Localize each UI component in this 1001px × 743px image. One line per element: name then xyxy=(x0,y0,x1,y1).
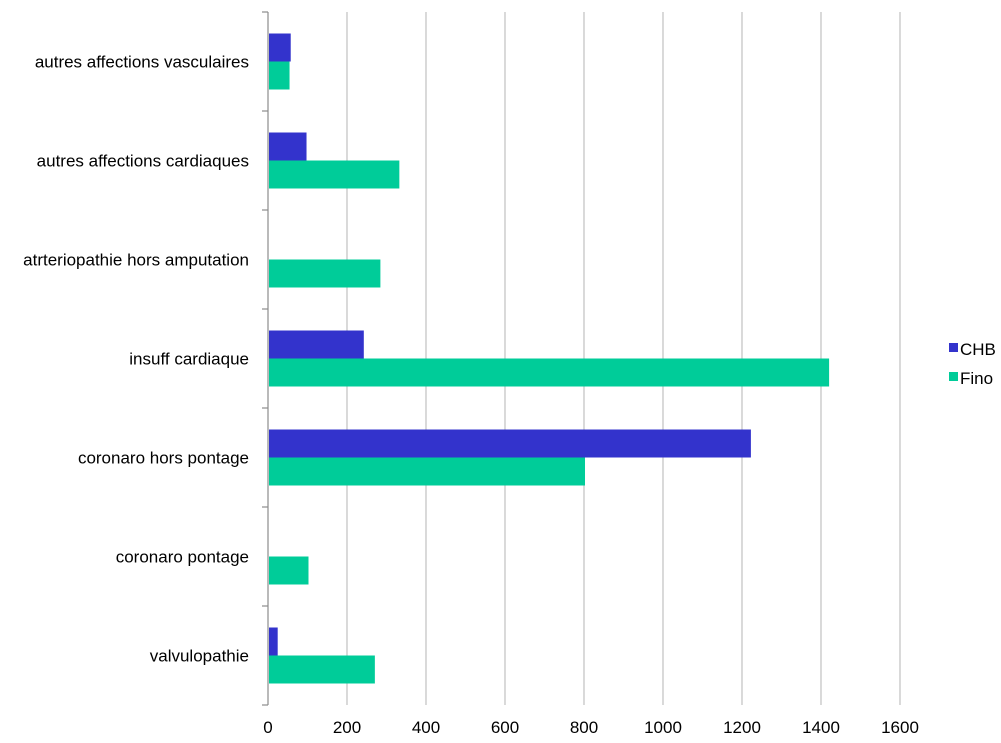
x-tick-labels: 0 200 400 600 800 1000 1200 1400 1600 xyxy=(263,718,919,737)
bar-fino xyxy=(269,160,400,189)
bar-fino xyxy=(269,457,585,486)
axes xyxy=(262,11,269,706)
legend-label-chb: CHB xyxy=(960,340,996,359)
x-tick-label: 800 xyxy=(570,718,598,737)
category-label: valvulopathie xyxy=(150,647,249,666)
category-label: coronaro hors pontage xyxy=(78,449,249,468)
category-label: coronaro pontage xyxy=(116,548,249,567)
bars xyxy=(269,33,830,684)
x-tick-label: 1600 xyxy=(881,718,919,737)
legend-label-fino: Fino xyxy=(960,369,993,388)
bar-chb xyxy=(269,429,751,458)
bar-chb xyxy=(269,627,278,656)
category-label: atrteriopathie hors amputation xyxy=(23,251,249,270)
legend-swatch-chb xyxy=(949,343,958,352)
x-tick-label: 200 xyxy=(333,718,361,737)
x-tick-label: 400 xyxy=(412,718,440,737)
bar-chb xyxy=(269,132,307,161)
bar-fino xyxy=(269,655,375,684)
x-tick-label: 1200 xyxy=(723,718,761,737)
bar-fino xyxy=(269,556,309,585)
x-tick-label: 1400 xyxy=(802,718,840,737)
bar-fino xyxy=(269,61,290,90)
category-label: autres affections vasculaires xyxy=(35,53,249,72)
category-labels: autres affections vasculaires autres affe… xyxy=(23,53,249,666)
bar-fino xyxy=(269,358,830,387)
bar-chb xyxy=(269,330,364,359)
category-label: insuff cardiaque xyxy=(129,350,249,369)
legend-swatch-fino xyxy=(949,372,958,381)
bar-fino xyxy=(269,259,381,288)
bar-chb xyxy=(269,33,291,62)
x-tick-label: 600 xyxy=(491,718,519,737)
x-tick-label: 1000 xyxy=(644,718,682,737)
x-tick-label: 0 xyxy=(263,718,272,737)
category-label: autres affections cardiaques xyxy=(37,152,249,171)
legend: CHB Fino xyxy=(949,340,996,388)
